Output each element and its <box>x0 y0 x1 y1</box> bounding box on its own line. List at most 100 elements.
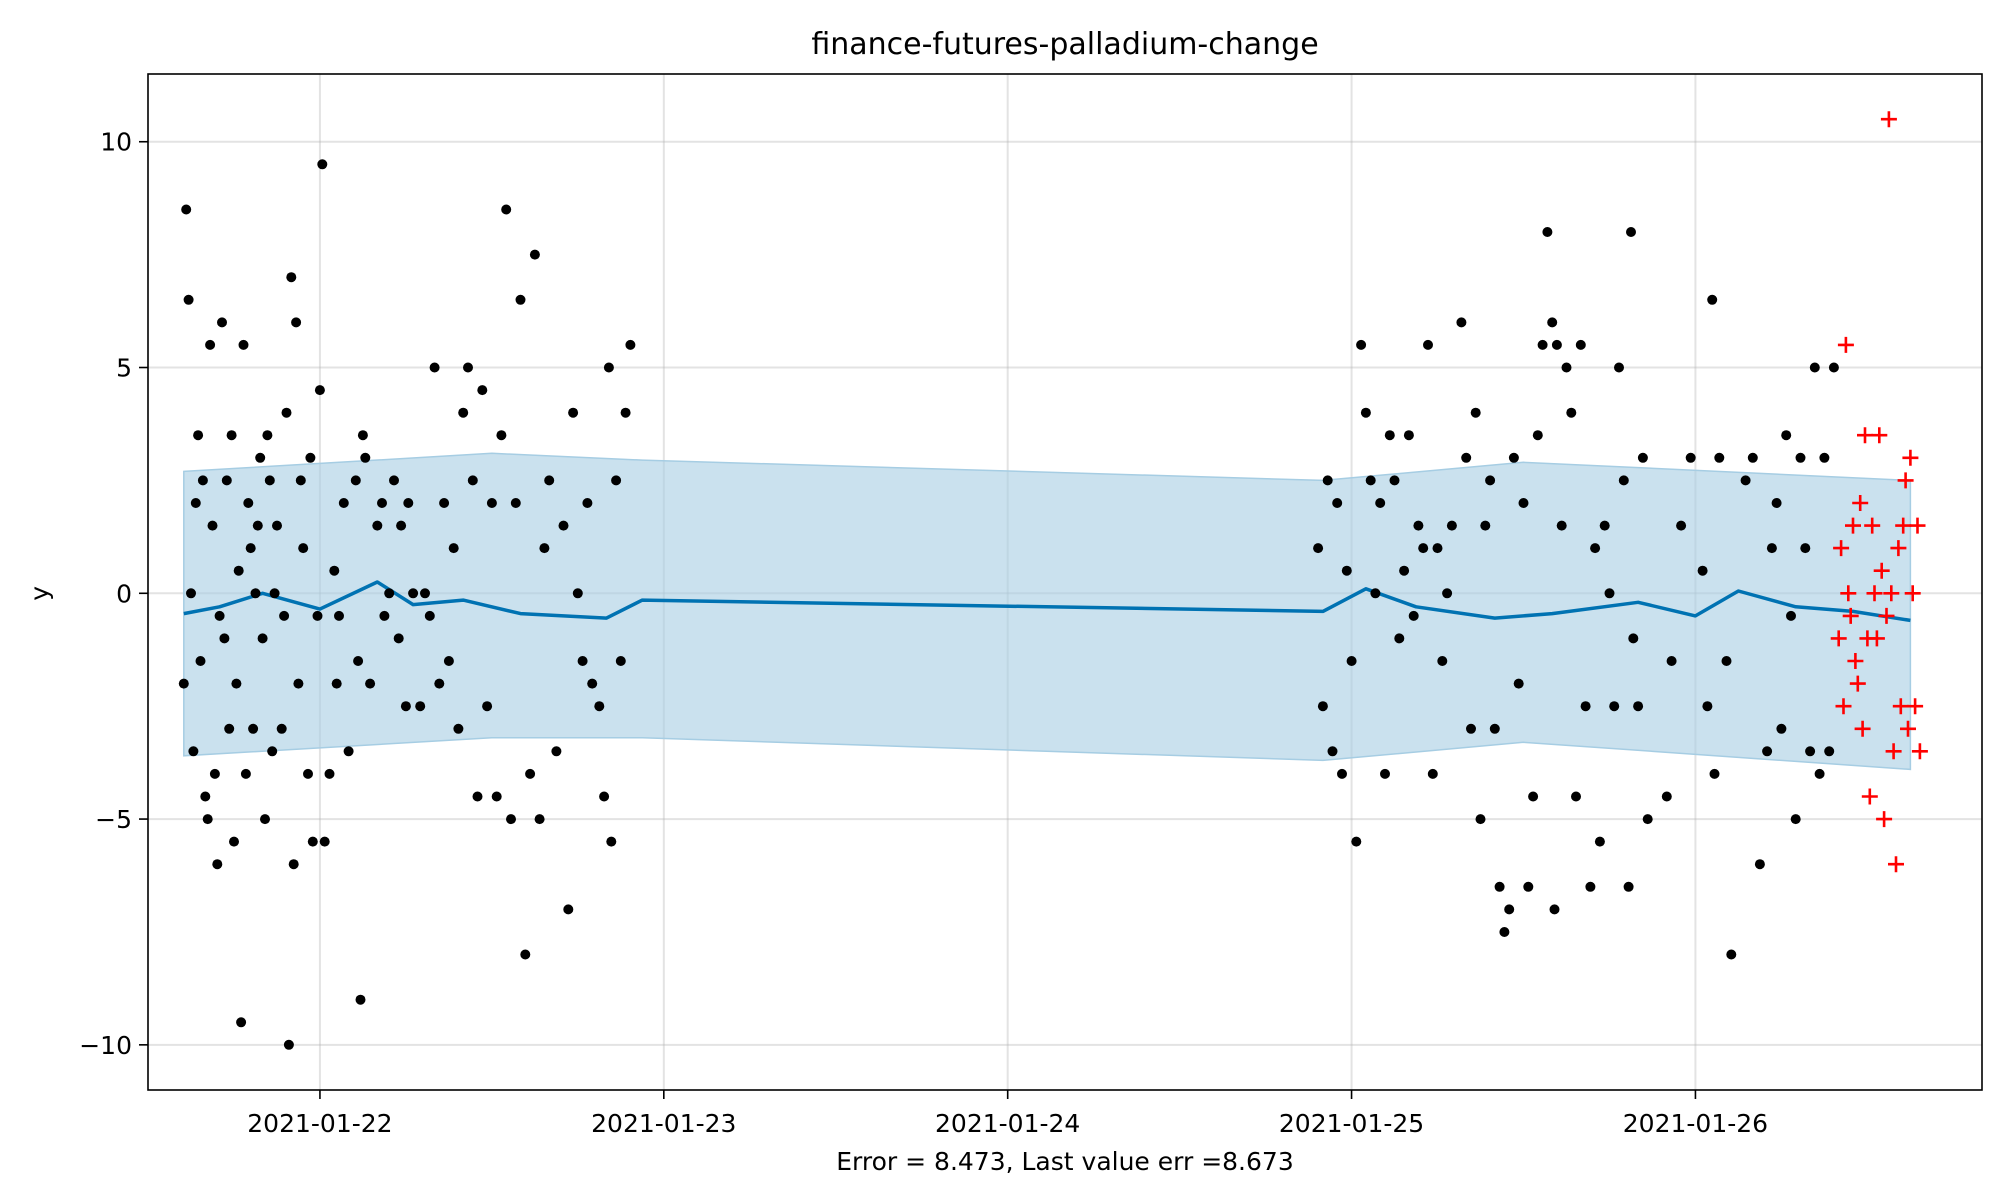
observed-point <box>603 362 614 373</box>
observed-point <box>240 768 251 779</box>
y-tick-label: −10 <box>79 1031 132 1060</box>
observed-point <box>420 588 430 599</box>
observed-point <box>1626 227 1636 237</box>
x-tick-label: 2021-01-25 <box>1279 1109 1424 1138</box>
observed-point <box>491 791 502 802</box>
observed-point <box>572 588 583 599</box>
x-tick-label: 2021-01-22 <box>247 1109 392 1138</box>
observed-point <box>207 520 218 531</box>
observed-point <box>209 768 220 779</box>
test-point <box>1871 427 1888 444</box>
observed-point <box>1408 610 1419 621</box>
forecast-line <box>183 580 1911 623</box>
observed-point <box>1508 452 1519 463</box>
observed-point <box>544 475 555 486</box>
observed-point <box>357 430 368 441</box>
observed-point <box>1805 746 1816 757</box>
test-point <box>1902 449 1919 466</box>
observed-point <box>1423 339 1433 350</box>
test-point <box>1873 562 1890 579</box>
observed-point <box>1604 588 1615 599</box>
test-point <box>1878 607 1895 624</box>
observed-point <box>558 520 569 531</box>
observed-point <box>568 407 579 418</box>
observed-point <box>1556 520 1567 531</box>
observed-point <box>424 610 435 621</box>
observed-points-layer <box>178 159 1839 1050</box>
observed-point <box>236 1017 247 1028</box>
observed-point <box>338 498 349 508</box>
observed-point <box>229 836 239 847</box>
observed-point <box>188 746 199 757</box>
test-point <box>1847 653 1864 669</box>
observed-point <box>1341 565 1352 576</box>
observed-point <box>329 565 340 576</box>
observed-point <box>334 610 344 621</box>
observed-point <box>248 723 259 734</box>
observed-point <box>393 633 404 644</box>
observed-point <box>496 430 507 441</box>
observed-point <box>1585 881 1596 892</box>
observed-point <box>1661 791 1672 802</box>
observed-point <box>443 656 454 666</box>
observed-point <box>599 791 610 802</box>
observed-point <box>506 814 516 825</box>
observed-point <box>217 317 227 328</box>
observed-point <box>181 204 192 215</box>
observed-point <box>1375 498 1386 508</box>
observed-point <box>1442 588 1453 599</box>
observed-point <box>1547 317 1558 328</box>
x-tick-label: 2021-01-24 <box>935 1109 1080 1138</box>
y-tick-label: 5 <box>116 354 132 383</box>
observed-point <box>267 746 278 757</box>
observed-point <box>355 994 366 1005</box>
observed-point <box>534 814 545 825</box>
observed-point <box>226 430 237 441</box>
observed-point <box>255 452 266 463</box>
observed-point <box>1489 723 1500 734</box>
test-points-layer <box>1830 111 1928 873</box>
observed-point <box>1332 498 1343 508</box>
observed-point <box>1628 633 1639 644</box>
test-point <box>1852 495 1869 511</box>
test-point <box>1885 743 1902 760</box>
observed-point <box>331 678 342 689</box>
observed-point <box>295 475 306 486</box>
observed-point <box>520 949 531 960</box>
observed-point <box>1461 452 1472 463</box>
observed-point <box>1537 339 1548 350</box>
observed-point <box>615 656 626 666</box>
observed-point <box>190 498 201 508</box>
observed-point <box>1427 768 1438 779</box>
test-point <box>1883 585 1900 602</box>
test-point <box>1840 585 1857 602</box>
observed-point <box>415 701 426 712</box>
observed-point <box>1633 701 1644 712</box>
observed-point <box>477 385 488 396</box>
test-point <box>1833 540 1850 557</box>
observed-point <box>307 836 318 847</box>
observed-point <box>1609 701 1620 712</box>
observed-point <box>269 588 280 599</box>
observed-point <box>1795 452 1806 463</box>
observed-point <box>291 317 302 328</box>
observed-point <box>178 678 189 689</box>
observed-point <box>620 407 631 418</box>
observed-point <box>1466 723 1476 734</box>
observed-point <box>482 701 493 712</box>
observed-point <box>200 791 211 802</box>
observed-point <box>563 904 574 915</box>
observed-point <box>1766 543 1777 554</box>
y-axis-label: y <box>25 586 54 601</box>
observed-point <box>1824 746 1835 757</box>
x-axis-label: Error = 8.473, Last value err =8.673 <box>836 1147 1293 1176</box>
observed-point <box>343 746 354 757</box>
observed-point <box>260 814 270 825</box>
observed-point <box>379 610 390 621</box>
observed-point <box>529 249 540 260</box>
observed-point <box>221 475 232 486</box>
observed-point <box>224 723 235 734</box>
observed-point <box>1623 881 1634 892</box>
observed-point <box>281 407 292 418</box>
observed-point <box>1389 475 1400 486</box>
